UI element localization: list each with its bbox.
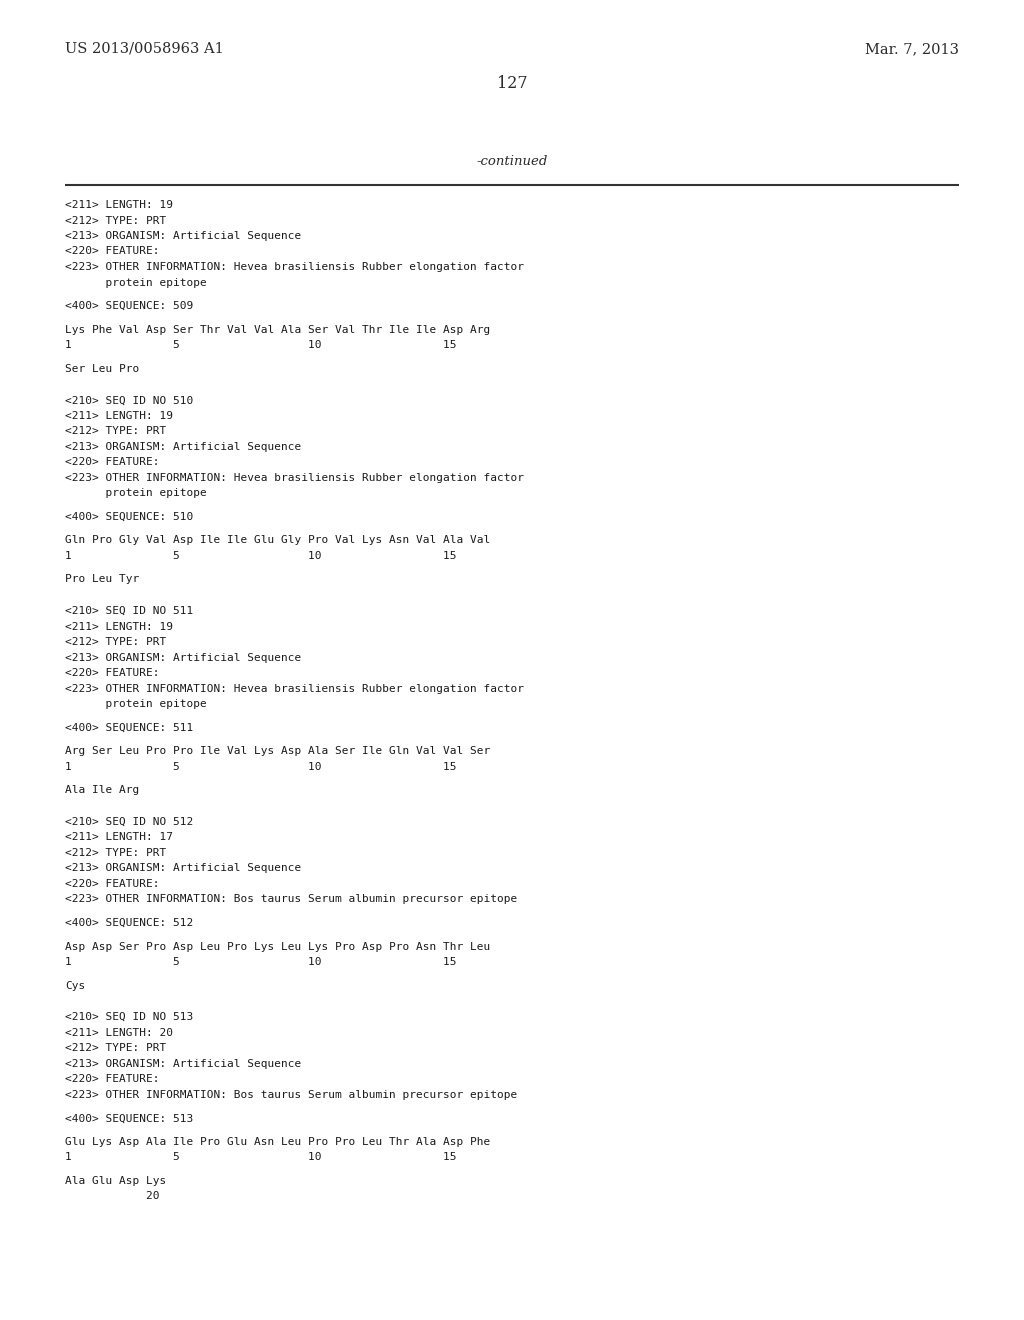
Text: <220> FEATURE:: <220> FEATURE: xyxy=(65,247,160,256)
Text: <212> TYPE: PRT: <212> TYPE: PRT xyxy=(65,215,166,226)
Text: Ala Glu Asp Lys: Ala Glu Asp Lys xyxy=(65,1176,166,1185)
Text: <212> TYPE: PRT: <212> TYPE: PRT xyxy=(65,847,166,858)
Text: <220> FEATURE:: <220> FEATURE: xyxy=(65,879,160,888)
Text: <212> TYPE: PRT: <212> TYPE: PRT xyxy=(65,1043,166,1053)
Text: 1               5                   10                  15: 1 5 10 15 xyxy=(65,550,457,561)
Text: protein epitope: protein epitope xyxy=(65,277,207,288)
Text: Asp Asp Ser Pro Asp Leu Pro Lys Leu Lys Pro Asp Pro Asn Thr Leu: Asp Asp Ser Pro Asp Leu Pro Lys Leu Lys … xyxy=(65,941,490,952)
Text: <220> FEATURE:: <220> FEATURE: xyxy=(65,1074,160,1084)
Text: Mar. 7, 2013: Mar. 7, 2013 xyxy=(865,42,959,55)
Text: <223> OTHER INFORMATION: Hevea brasiliensis Rubber elongation factor: <223> OTHER INFORMATION: Hevea brasilien… xyxy=(65,684,524,693)
Text: 1               5                   10                  15: 1 5 10 15 xyxy=(65,1152,457,1163)
Text: <400> SEQUENCE: 509: <400> SEQUENCE: 509 xyxy=(65,301,194,312)
Text: Glu Lys Asp Ala Ile Pro Glu Asn Leu Pro Pro Leu Thr Ala Asp Phe: Glu Lys Asp Ala Ile Pro Glu Asn Leu Pro … xyxy=(65,1137,490,1147)
Text: Lys Phe Val Asp Ser Thr Val Val Ala Ser Val Thr Ile Ile Asp Arg: Lys Phe Val Asp Ser Thr Val Val Ala Ser … xyxy=(65,325,490,334)
Text: <211> LENGTH: 19: <211> LENGTH: 19 xyxy=(65,201,173,210)
Text: <210> SEQ ID NO 513: <210> SEQ ID NO 513 xyxy=(65,1012,194,1022)
Text: 127: 127 xyxy=(497,75,527,92)
Text: <400> SEQUENCE: 511: <400> SEQUENCE: 511 xyxy=(65,722,194,733)
Text: <220> FEATURE:: <220> FEATURE: xyxy=(65,457,160,467)
Text: US 2013/0058963 A1: US 2013/0058963 A1 xyxy=(65,42,224,55)
Text: protein epitope: protein epitope xyxy=(65,488,207,498)
Text: <212> TYPE: PRT: <212> TYPE: PRT xyxy=(65,638,166,647)
Text: <213> ORGANISM: Artificial Sequence: <213> ORGANISM: Artificial Sequence xyxy=(65,1059,301,1069)
Text: -continued: -continued xyxy=(476,154,548,168)
Text: Pro Leu Tyr: Pro Leu Tyr xyxy=(65,574,139,585)
Text: 1               5                   10                  15: 1 5 10 15 xyxy=(65,957,457,968)
Text: <400> SEQUENCE: 510: <400> SEQUENCE: 510 xyxy=(65,512,194,521)
Text: <223> OTHER INFORMATION: Bos taurus Serum albumin precursor epitope: <223> OTHER INFORMATION: Bos taurus Seru… xyxy=(65,1090,517,1100)
Text: 1               5                   10                  15: 1 5 10 15 xyxy=(65,341,457,350)
Text: 20: 20 xyxy=(65,1192,160,1201)
Text: <400> SEQUENCE: 512: <400> SEQUENCE: 512 xyxy=(65,917,194,928)
Text: <213> ORGANISM: Artificial Sequence: <213> ORGANISM: Artificial Sequence xyxy=(65,231,301,242)
Text: <220> FEATURE:: <220> FEATURE: xyxy=(65,668,160,678)
Text: Arg Ser Leu Pro Pro Ile Val Lys Asp Ala Ser Ile Gln Val Val Ser: Arg Ser Leu Pro Pro Ile Val Lys Asp Ala … xyxy=(65,746,490,756)
Text: Ser Leu Pro: Ser Leu Pro xyxy=(65,364,139,374)
Text: <400> SEQUENCE: 513: <400> SEQUENCE: 513 xyxy=(65,1113,194,1123)
Text: <210> SEQ ID NO 512: <210> SEQ ID NO 512 xyxy=(65,817,194,826)
Text: 1               5                   10                  15: 1 5 10 15 xyxy=(65,762,457,772)
Text: <211> LENGTH: 20: <211> LENGTH: 20 xyxy=(65,1028,173,1038)
Text: <223> OTHER INFORMATION: Hevea brasiliensis Rubber elongation factor: <223> OTHER INFORMATION: Hevea brasilien… xyxy=(65,261,524,272)
Text: <210> SEQ ID NO 510: <210> SEQ ID NO 510 xyxy=(65,395,194,405)
Text: <211> LENGTH: 19: <211> LENGTH: 19 xyxy=(65,622,173,631)
Text: <210> SEQ ID NO 511: <210> SEQ ID NO 511 xyxy=(65,606,194,616)
Text: Ala Ile Arg: Ala Ile Arg xyxy=(65,785,139,795)
Text: <213> ORGANISM: Artificial Sequence: <213> ORGANISM: Artificial Sequence xyxy=(65,652,301,663)
Text: protein epitope: protein epitope xyxy=(65,700,207,709)
Text: <213> ORGANISM: Artificial Sequence: <213> ORGANISM: Artificial Sequence xyxy=(65,442,301,451)
Text: <223> OTHER INFORMATION: Hevea brasiliensis Rubber elongation factor: <223> OTHER INFORMATION: Hevea brasilien… xyxy=(65,473,524,483)
Text: <211> LENGTH: 19: <211> LENGTH: 19 xyxy=(65,411,173,421)
Text: <223> OTHER INFORMATION: Bos taurus Serum albumin precursor epitope: <223> OTHER INFORMATION: Bos taurus Seru… xyxy=(65,895,517,904)
Text: <213> ORGANISM: Artificial Sequence: <213> ORGANISM: Artificial Sequence xyxy=(65,863,301,874)
Text: <211> LENGTH: 17: <211> LENGTH: 17 xyxy=(65,833,173,842)
Text: Cys: Cys xyxy=(65,981,85,990)
Text: Gln Pro Gly Val Asp Ile Ile Glu Gly Pro Val Lys Asn Val Ala Val: Gln Pro Gly Val Asp Ile Ile Glu Gly Pro … xyxy=(65,536,490,545)
Text: <212> TYPE: PRT: <212> TYPE: PRT xyxy=(65,426,166,437)
